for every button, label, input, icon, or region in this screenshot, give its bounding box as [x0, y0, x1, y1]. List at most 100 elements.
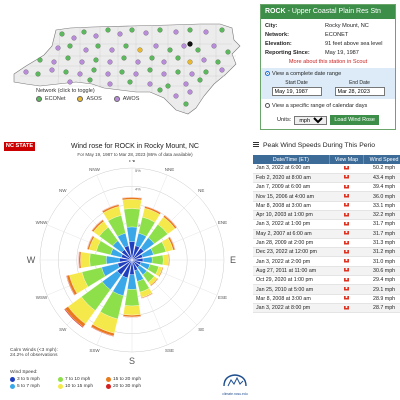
station-marker[interactable]	[93, 57, 99, 63]
station-marker[interactable]	[161, 71, 167, 77]
map-marker-icon[interactable]	[343, 305, 349, 310]
station-marker[interactable]	[71, 35, 77, 41]
station-marker[interactable]	[143, 30, 149, 36]
cell-map[interactable]	[329, 219, 364, 230]
cell-map[interactable]	[329, 247, 364, 258]
map-marker-icon[interactable]	[343, 230, 349, 235]
station-marker[interactable]	[173, 93, 179, 99]
station-marker[interactable]	[127, 79, 133, 85]
cell-map[interactable]	[329, 201, 364, 212]
specific-range-option[interactable]: View a specific range of calendar days	[261, 99, 395, 113]
station-marker[interactable]	[175, 69, 181, 75]
cell-map[interactable]	[329, 275, 364, 286]
map-marker-icon[interactable]	[343, 174, 349, 179]
station-marker[interactable]	[105, 71, 111, 77]
cell-map[interactable]	[329, 173, 364, 184]
station-marker[interactable]	[203, 69, 209, 75]
station-marker[interactable]	[123, 43, 129, 49]
station-marker[interactable]	[107, 81, 113, 87]
station-marker[interactable]	[211, 43, 217, 49]
legend-asos[interactable]: ASOS	[77, 96, 102, 102]
station-marker[interactable]	[117, 31, 123, 37]
map-marker-icon[interactable]	[343, 202, 349, 207]
load-wind-rose-button[interactable]: Load Wind Rose	[330, 115, 379, 125]
station-marker[interactable]	[77, 71, 83, 77]
map-marker-icon[interactable]	[343, 249, 349, 254]
map-marker-icon[interactable]	[343, 277, 349, 282]
legend-econet[interactable]: ECONet	[36, 96, 65, 102]
station-marker[interactable]	[37, 57, 43, 63]
station-marker[interactable]	[153, 43, 159, 49]
cell-map[interactable]	[329, 210, 364, 221]
station-marker[interactable]	[105, 27, 111, 33]
station-marker[interactable]	[181, 43, 187, 49]
cell-map[interactable]	[329, 284, 364, 295]
station-marker[interactable]	[95, 43, 101, 49]
cell-map[interactable]	[329, 164, 364, 174]
radio-complete[interactable]	[265, 71, 270, 77]
station-marker[interactable]	[63, 69, 69, 75]
station-marker[interactable]	[161, 59, 167, 65]
station-marker[interactable]	[215, 59, 221, 65]
menu-icon[interactable]	[253, 142, 259, 147]
station-marker[interactable]	[107, 59, 113, 65]
station-marker[interactable]	[65, 55, 71, 61]
cell-map[interactable]	[329, 266, 364, 277]
col-datetime[interactable]: Date/Time (ET)	[253, 155, 330, 164]
map-marker-icon[interactable]	[343, 165, 349, 170]
col-windspeed[interactable]: Wind Speed	[363, 155, 400, 164]
start-date-input[interactable]	[271, 87, 322, 96]
station-marker[interactable]	[165, 83, 171, 89]
map-marker-icon[interactable]	[343, 258, 349, 263]
station-marker[interactable]	[119, 69, 125, 75]
end-date-input[interactable]	[334, 87, 385, 96]
map-marker-icon[interactable]	[343, 267, 349, 272]
station-marker[interactable]	[167, 47, 173, 53]
map-marker-icon[interactable]	[343, 193, 349, 198]
map-marker-icon[interactable]	[343, 295, 349, 300]
station-marker[interactable]	[121, 55, 127, 61]
station-marker[interactable]	[183, 81, 189, 87]
station-marker[interactable]	[51, 59, 57, 65]
station-markers[interactable]	[23, 27, 231, 107]
station-marker[interactable]	[187, 59, 193, 65]
station-marker[interactable]	[55, 45, 61, 51]
station-marker[interactable]	[187, 89, 193, 95]
cell-map[interactable]	[329, 191, 364, 202]
station-marker[interactable]	[87, 77, 93, 83]
station-marker[interactable]	[79, 59, 85, 65]
station-marker[interactable]	[225, 49, 231, 55]
station-marker[interactable]	[147, 81, 153, 87]
station-marker[interactable]	[157, 27, 163, 33]
station-marker[interactable]	[129, 27, 135, 33]
station-marker[interactable]	[189, 71, 195, 77]
station-marker[interactable]	[91, 67, 97, 73]
station-marker[interactable]	[219, 67, 225, 73]
cell-map[interactable]	[329, 238, 364, 249]
station-marker[interactable]	[149, 55, 155, 61]
radio-specific[interactable]	[265, 103, 270, 109]
scout-link[interactable]: More about this station in Scout	[288, 59, 368, 65]
station-marker[interactable]	[35, 71, 41, 77]
selected-station-marker[interactable]	[186, 40, 194, 48]
station-marker[interactable]	[49, 67, 55, 73]
station-marker[interactable]	[183, 101, 189, 107]
station-marker[interactable]	[175, 55, 181, 61]
cell-map[interactable]	[329, 294, 364, 304]
cell-map[interactable]	[329, 182, 364, 193]
station-marker[interactable]	[81, 29, 87, 35]
map-marker-icon[interactable]	[343, 286, 349, 291]
map-marker-icon[interactable]	[343, 212, 349, 217]
cell-map[interactable]	[329, 229, 364, 239]
station-marker[interactable]	[59, 31, 65, 37]
station-marker[interactable]	[135, 59, 141, 65]
station-marker[interactable]	[219, 27, 225, 33]
station-marker[interactable]	[109, 47, 115, 53]
map-marker-icon[interactable]	[343, 221, 349, 226]
complete-range-option[interactable]: View a complete date range Start Date En…	[261, 68, 395, 99]
station-marker[interactable]	[133, 71, 139, 77]
station-marker[interactable]	[93, 33, 99, 39]
station-marker[interactable]	[197, 77, 203, 83]
map-marker-icon[interactable]	[343, 240, 349, 245]
cell-map[interactable]	[329, 303, 364, 314]
